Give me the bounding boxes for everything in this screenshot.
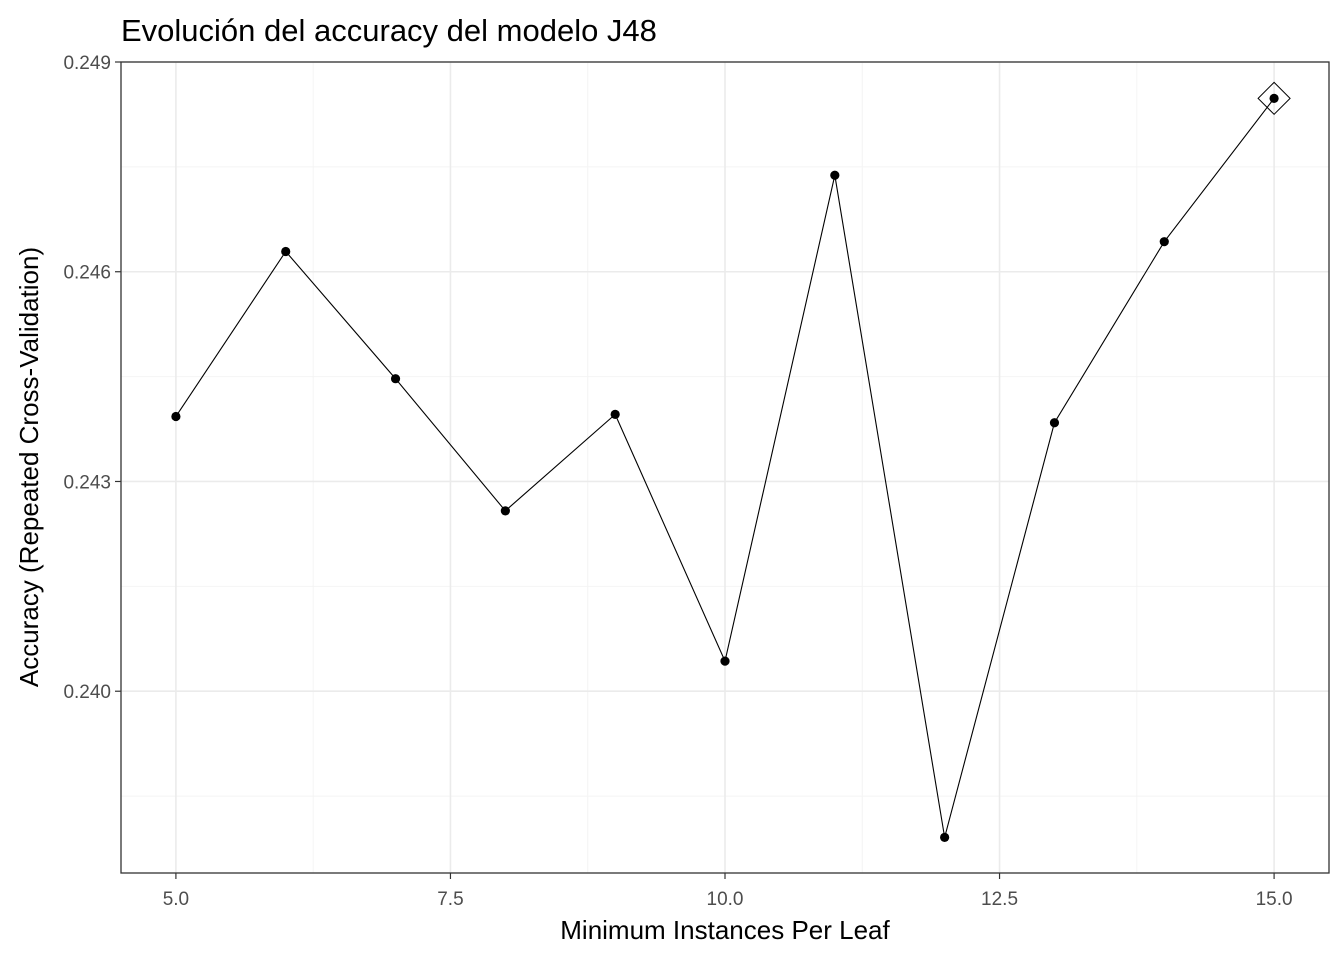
x-tick-label: 5.0 xyxy=(163,889,189,910)
x-axis: 5.0 7.5 10.0 12.5 15.0 xyxy=(163,873,1293,910)
y-tick-label: 0.240 xyxy=(63,682,111,703)
y-tick-label: 0.249 xyxy=(63,53,111,74)
y-axis-title: Accuracy (Repeated Cross-Validation) xyxy=(14,247,44,687)
data-point xyxy=(940,832,950,842)
data-point xyxy=(1269,93,1279,103)
best-point-marker xyxy=(1257,81,1291,116)
x-tick-label: 7.5 xyxy=(437,889,463,910)
x-tick-label: 10.0 xyxy=(707,889,744,910)
data-point xyxy=(390,374,401,384)
data-point xyxy=(610,409,620,419)
data-point xyxy=(830,170,840,180)
x-axis-title: Minimum Instances Per Leaf xyxy=(560,915,890,945)
data-series xyxy=(171,81,1291,842)
chart-title: Evolución del accuracy del modelo J48 xyxy=(121,13,657,48)
x-tick-label: 15.0 xyxy=(1256,889,1293,910)
data-point xyxy=(1159,237,1169,247)
data-point xyxy=(720,656,730,666)
y-axis: 0.240 0.243 0.246 0.249 xyxy=(63,53,121,703)
data-point xyxy=(281,246,291,257)
y-tick-label: 0.243 xyxy=(63,472,111,493)
data-point xyxy=(171,411,181,422)
data-point xyxy=(500,506,510,516)
y-tick-label: 0.246 xyxy=(63,263,111,284)
x-tick-label: 12.5 xyxy=(981,889,1018,910)
data-point xyxy=(1049,418,1060,428)
